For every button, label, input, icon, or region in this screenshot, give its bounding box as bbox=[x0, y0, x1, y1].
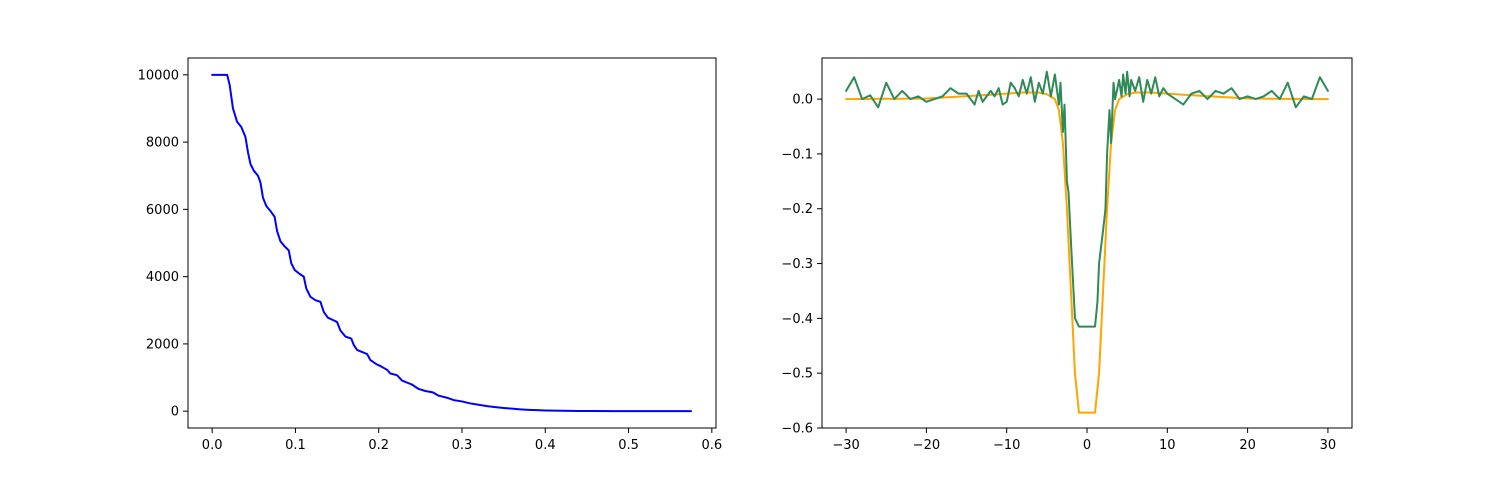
x-tick-label: 20 bbox=[1239, 438, 1256, 453]
y-tick-label: 10000 bbox=[138, 68, 179, 83]
y-tick-label: −0.6 bbox=[781, 422, 813, 437]
x-tick-label: 0.3 bbox=[452, 438, 473, 453]
y-tick-label: −0.5 bbox=[781, 367, 813, 382]
x-tick-label: 0.4 bbox=[535, 438, 556, 453]
y-tick-label: −0.3 bbox=[781, 257, 813, 272]
series-line-0 bbox=[211, 73, 693, 413]
left-chart: 0.0 0.1 0.2 0.3 0.4 0.5 0.6 0 2000 4000 6000 8000 10… bbox=[138, 57, 722, 453]
series-line-1 bbox=[845, 70, 1329, 328]
right-chart: −30 −20 −10 0 10 20 30 0.0 −0.1 −0.2 −0.3 −0.4 −0.5 −… bbox=[781, 57, 1353, 453]
y-tick-label: 4000 bbox=[146, 270, 179, 285]
x-tick-label: 0.1 bbox=[285, 438, 306, 453]
y-tick-label: −0.1 bbox=[781, 147, 813, 162]
x-tick-label: −20 bbox=[913, 438, 940, 453]
x-tick-label: 0.6 bbox=[701, 438, 722, 453]
y-tick-label: −0.4 bbox=[781, 312, 813, 327]
x-tick-label: 0.2 bbox=[368, 438, 389, 453]
y-tick-label: 6000 bbox=[146, 203, 179, 218]
x-tick-label: 0.0 bbox=[202, 438, 223, 453]
x-tick-label: −30 bbox=[832, 438, 859, 453]
series-line-0 bbox=[845, 91, 1329, 414]
x-tick-label: −10 bbox=[993, 438, 1020, 453]
x-tick-label: 0.5 bbox=[618, 438, 639, 453]
x-tick-label: 10 bbox=[1159, 438, 1176, 453]
y-tick-label: 8000 bbox=[146, 136, 179, 151]
y-tick-label: 0.0 bbox=[792, 93, 813, 108]
axes-frame bbox=[187, 57, 717, 429]
x-tick-label: 30 bbox=[1320, 438, 1337, 453]
x-tick-label: 0 bbox=[1083, 438, 1091, 453]
y-tick-label: 2000 bbox=[146, 337, 179, 352]
y-tick-label: 0 bbox=[171, 405, 179, 420]
y-tick-label: −0.2 bbox=[781, 202, 813, 217]
